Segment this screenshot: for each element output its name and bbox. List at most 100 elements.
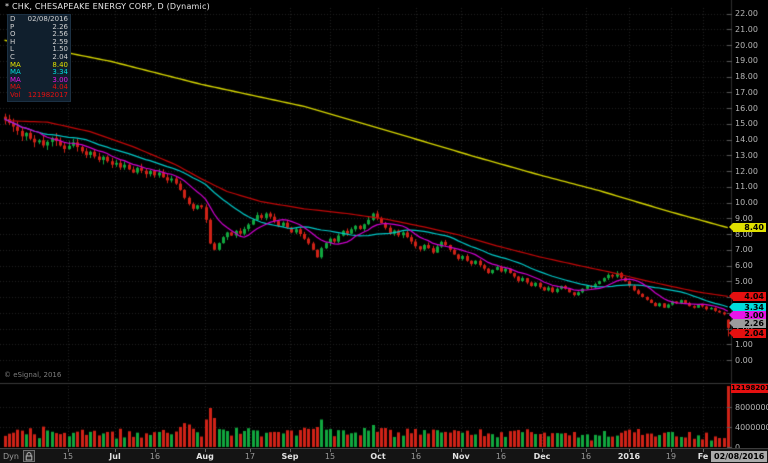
price-tag-2.26: 2.26: [729, 318, 766, 328]
time-axis-tick-mark: [205, 449, 206, 452]
price-tag-8.40: 8.40: [729, 223, 766, 233]
time-axis[interactable]: Dyn 02/08/2016 15 Jul 16 Aug 17 Sep 15 Oct 16 Nov…: [0, 448, 768, 463]
time-axis-label: 15: [62, 452, 74, 461]
time-template-lock-icon[interactable]: [23, 450, 35, 462]
price-axis-label: 13.00: [735, 150, 758, 160]
price-axis-label: 15.00: [735, 119, 758, 129]
price-tag-arrow: [729, 223, 733, 232]
price-axis-label: 19.00: [735, 56, 758, 66]
data-panel-row-label: MA: [10, 83, 21, 92]
time-axis-tick-mark: [629, 449, 630, 452]
price-axis-label: 18.00: [735, 72, 758, 81]
data-panel-row-value: 3.34: [52, 68, 68, 77]
data-panel-row-value: 8.40: [52, 60, 68, 69]
price-axis-label: 7.00: [735, 245, 753, 255]
price-axis-label: 22.00: [735, 9, 758, 18]
chart-title: * CHK, CHESAPEAKE ENERGY CORP, D (Dynami…: [5, 2, 210, 11]
data-panel-row: C 2.04: [10, 52, 68, 62]
price-axis-label: 10.00: [735, 198, 758, 207]
time-axis-tick-mark: [671, 449, 672, 452]
time-axis-tick-mark: [416, 449, 417, 452]
time-axis-label: 16: [495, 452, 507, 461]
data-panel-row-label: P: [10, 22, 15, 31]
time-axis-label: Nov: [452, 452, 470, 461]
price-axis-label: 2.00: [735, 324, 753, 333]
copyright-notice: © eSignal, 2016: [4, 371, 62, 379]
time-axis-label: 16: [580, 452, 592, 461]
data-panel-row: D 02/08/2016: [10, 15, 68, 24]
price-axis-label: 1.00: [735, 339, 753, 349]
time-axis-tick-mark: [250, 449, 251, 452]
dyn-button[interactable]: Dyn: [3, 452, 19, 461]
time-axis-label: 15: [324, 452, 336, 461]
data-panel-row-value: 02/08/2016: [27, 15, 68, 23]
volume-axis-label: 40000000: [735, 422, 768, 432]
data-panel-row-value: 2.59: [52, 37, 68, 46]
price-axis-label: 20.00: [735, 40, 758, 50]
price-axis-label: 8.00: [735, 229, 753, 239]
data-panel-row-value: 2.04: [52, 52, 68, 61]
price-tag-4.04: 4.04: [729, 291, 766, 301]
data-panel-row: H 2.59: [10, 37, 68, 47]
time-axis-tick-mark: [290, 449, 291, 452]
data-panel-row-label: O: [10, 30, 16, 39]
data-panel-row: L 1.50: [10, 46, 68, 54]
time-axis-label: 16: [149, 452, 161, 461]
time-axis-label: Dec: [533, 452, 551, 461]
price-tag-arrow: [729, 302, 733, 311]
time-axis-label: 17: [244, 452, 256, 461]
time-axis-tick-mark: [586, 449, 587, 452]
time-axis-label: Sep: [281, 452, 299, 461]
price-tag-2.04: 2.04: [729, 329, 766, 339]
time-axis-tick-mark: [378, 449, 379, 452]
time-axis-label: 16: [410, 452, 422, 461]
volume-axis-label: 0: [735, 442, 741, 452]
time-axis-tick-mark: [115, 449, 116, 452]
price-tag-arrow: [729, 311, 733, 320]
time-axis-tick-mark: [68, 449, 69, 452]
price-tag-3.34: 3.34: [729, 302, 766, 312]
volume-axis-label: 80000000: [735, 402, 768, 412]
time-axis-tick-mark: [703, 449, 704, 452]
current-volume-tag: 121982017: [731, 384, 768, 393]
time-axis-label: Fe: [697, 452, 709, 461]
time-axis-tick-mark: [501, 449, 502, 452]
price-axis-label: 14.00: [735, 135, 758, 144]
current-date-tag: 02/08/2016: [711, 451, 768, 462]
price-axis-label: 11.00: [735, 182, 758, 192]
time-axis-tick-mark: [330, 449, 331, 452]
data-panel-row: MA 8.40: [10, 60, 68, 70]
time-axis-tick-mark: [155, 449, 156, 452]
data-panel-row: Vol 121982017: [10, 90, 68, 100]
data-panel-row-label: MA: [10, 60, 21, 69]
data-panel-row-value: 121982017: [27, 90, 68, 99]
price-tag-arrow: [729, 329, 733, 338]
price-tag-3.00: 3.00: [729, 311, 766, 321]
data-panel-row: MA 3.34: [10, 69, 68, 77]
data-panel-row-value: 4.04: [52, 83, 68, 92]
price-axis-label: 12.00: [735, 166, 758, 176]
price-axis-label: 21.00: [735, 24, 758, 34]
data-panel-row-label: L: [10, 45, 14, 54]
data-panel-row: O 2.56: [10, 31, 68, 39]
price-tag-arrow: [729, 291, 733, 300]
price-tag-arrow: [729, 318, 733, 327]
data-panel-row: MA 3.00: [10, 75, 68, 85]
time-axis-label: Jul: [109, 452, 121, 461]
data-panel-row: MA 4.04: [10, 84, 68, 92]
time-axis-tick-mark: [461, 449, 462, 452]
time-axis-tick-mark: [542, 449, 543, 452]
data-panel-row-label: H: [10, 37, 16, 46]
price-axis-label: 0.00: [735, 355, 753, 365]
data-panel-row-value: 1.50: [52, 45, 68, 54]
price-axis-label: 17.00: [735, 87, 758, 97]
data-panel-row: P 2.26: [10, 22, 68, 32]
time-axis-label: 19: [665, 452, 677, 461]
data-panel-row-label: Vol: [10, 90, 21, 99]
data-panel-row-label: C: [10, 52, 15, 61]
data-panel-row-label: MA: [10, 75, 21, 84]
ohlc-data-panel: D 02/08/2016 P 2.26 O 2.56 H 2.59 L 1.50 C 2.04 MA 8.…: [7, 14, 71, 102]
price-axis-label: 9.00: [735, 213, 753, 223]
